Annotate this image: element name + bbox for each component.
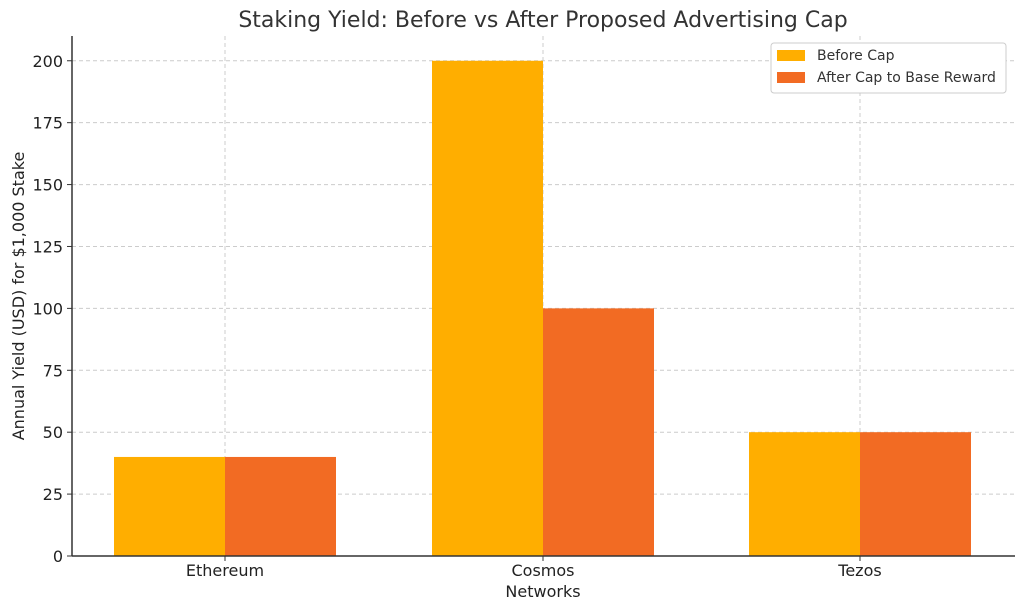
legend-swatch-after-cap xyxy=(777,72,805,83)
x-tick-label: Tezos xyxy=(837,561,881,580)
legend-box xyxy=(770,42,1007,94)
y-tick-label: 150 xyxy=(32,176,63,195)
y-tick-label: 50 xyxy=(43,423,63,442)
legend-label-before-cap: Before Cap xyxy=(817,48,895,64)
chart-title: Staking Yield: Before vs After Proposed … xyxy=(238,8,847,33)
bar-ethereum-after-cap xyxy=(225,456,336,556)
y-tick-label: 0 xyxy=(53,547,63,566)
x-tick-label: Cosmos xyxy=(511,561,574,580)
y-tick-label: 125 xyxy=(32,237,63,256)
bar-cosmos-after-cap xyxy=(543,308,654,556)
y-tick-label: 175 xyxy=(32,114,63,133)
legend: Before Cap After Cap to Base Reward xyxy=(770,42,1007,94)
bar-tezos-after-cap xyxy=(860,432,971,556)
x-tick-label: Ethereum xyxy=(186,561,264,580)
legend-swatch-before-cap xyxy=(777,50,805,61)
y-tick-label: 200 xyxy=(32,52,63,71)
x-axis-label: Networks xyxy=(505,582,580,601)
legend-label-after-cap: After Cap to Base Reward xyxy=(817,70,996,86)
grid-layer xyxy=(72,36,1015,556)
y-tick-label: 25 xyxy=(43,485,63,504)
bars-layer xyxy=(114,60,971,557)
bar-cosmos-before-cap xyxy=(432,60,543,557)
ticks-layer: 0 25 50 75 100 125 150 175 200 Ethereum Cosmos Tezo… xyxy=(32,52,881,580)
y-tick-label: 100 xyxy=(32,299,63,318)
y-axis-label: Annual Yield (USD) for $1,000 Stake xyxy=(9,152,28,441)
bar-ethereum-before-cap xyxy=(114,456,225,556)
y-tick-label: 75 xyxy=(43,361,63,380)
bar-tezos-before-cap xyxy=(749,432,860,556)
